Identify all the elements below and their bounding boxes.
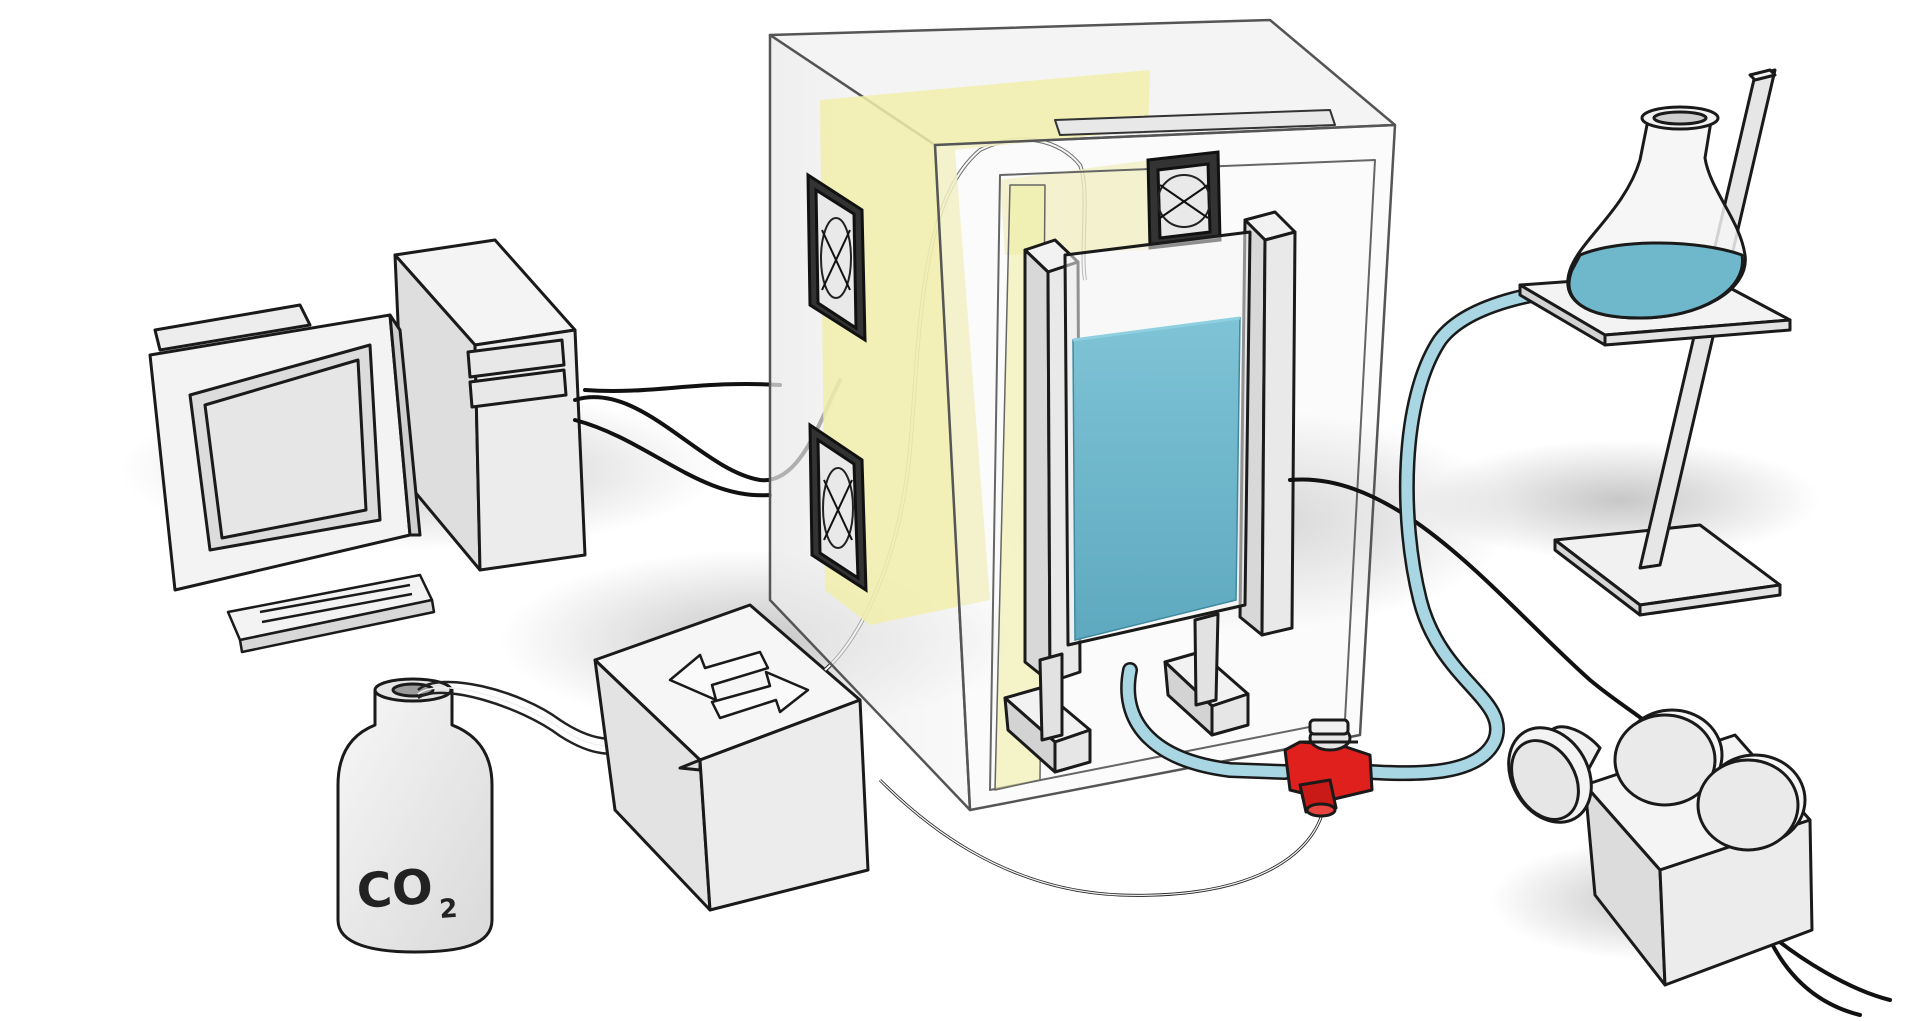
computer-keyboard bbox=[226, 573, 436, 654]
erlenmeyer-flask bbox=[1566, 105, 1747, 320]
co2-subscript: 2 bbox=[438, 894, 458, 925]
gas-controller bbox=[593, 603, 870, 912]
co2-label: CO bbox=[355, 859, 435, 920]
water-surface bbox=[1072, 316, 1241, 342]
computer-monitor bbox=[148, 303, 422, 592]
tubing bbox=[1120, 277, 1608, 782]
exchange-arrows-icon bbox=[668, 650, 810, 720]
valve-signal-wire bbox=[878, 778, 1327, 897]
back-panel bbox=[820, 70, 1150, 625]
water-volume bbox=[1072, 317, 1241, 641]
fan-icon bbox=[806, 172, 867, 343]
holder-feet bbox=[1003, 612, 1250, 774]
fan-icon bbox=[808, 422, 868, 593]
co2-gas-cylinder bbox=[336, 677, 494, 954]
valve bbox=[1283, 718, 1374, 818]
camera bbox=[1507, 708, 1814, 987]
fan-icon bbox=[1146, 150, 1222, 250]
